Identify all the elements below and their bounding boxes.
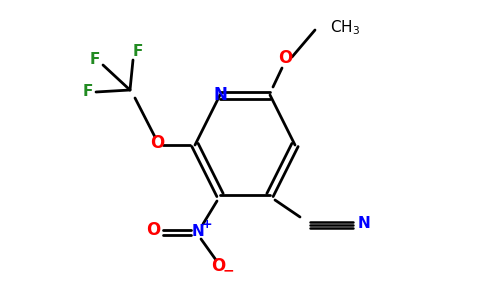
Text: O: O <box>278 49 292 67</box>
Text: N: N <box>192 224 204 239</box>
Text: O: O <box>150 134 164 152</box>
Text: F: F <box>83 85 93 100</box>
Text: O: O <box>211 257 225 275</box>
Text: N: N <box>358 217 370 232</box>
Text: −: − <box>222 263 234 277</box>
Text: O: O <box>146 221 160 239</box>
Text: F: F <box>133 44 143 59</box>
Text: F: F <box>90 52 100 68</box>
Text: +: + <box>202 218 212 232</box>
Text: N: N <box>213 86 227 104</box>
Text: CH$_3$: CH$_3$ <box>330 19 360 38</box>
